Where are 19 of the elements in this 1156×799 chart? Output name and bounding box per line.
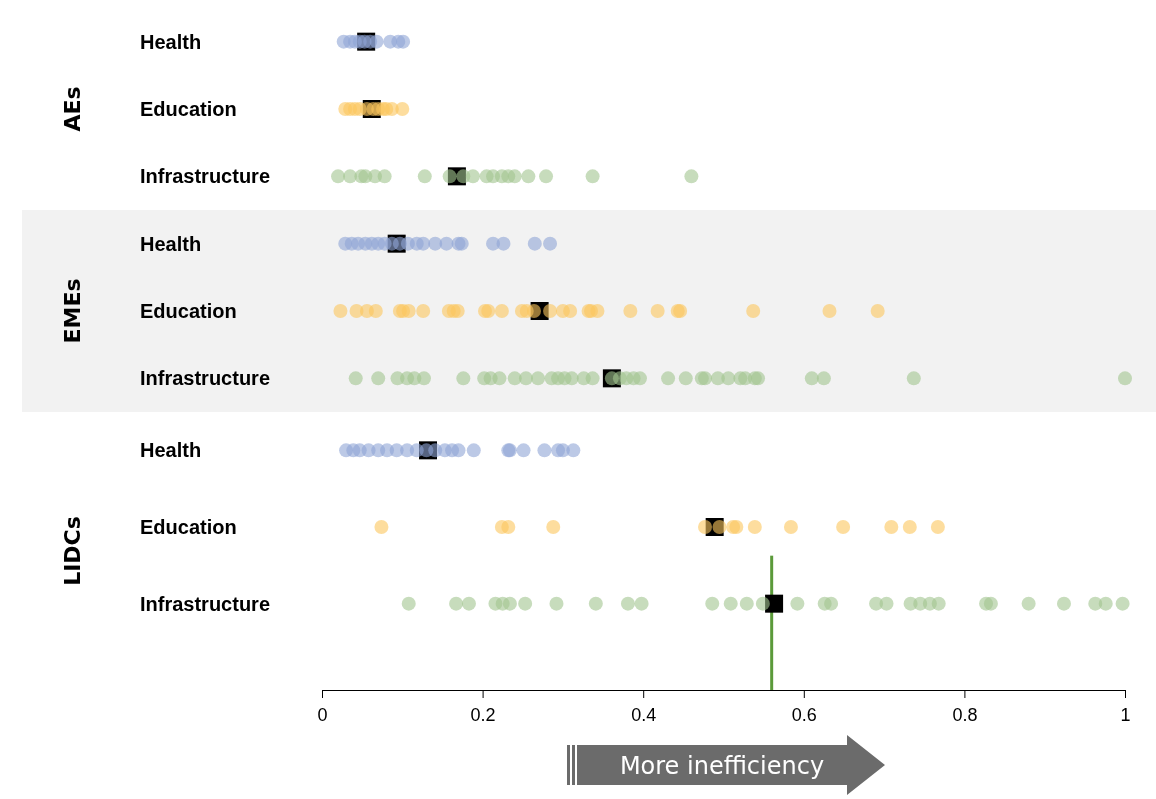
y-tick-label: Education	[140, 516, 237, 538]
x-tick-label: 0.2	[470, 704, 496, 725]
x-tick-label: 1	[1120, 704, 1131, 725]
y-axis-title: AEs	[60, 86, 85, 132]
y-tick-label: Infrastructure	[140, 165, 271, 188]
y-axis-title: LIDCs	[60, 516, 85, 586]
x-tick-label: 0	[317, 704, 328, 725]
y-tick-label: Health	[140, 439, 202, 462]
y-tick-label: Education	[140, 300, 237, 322]
y-tick-label: Education	[140, 98, 237, 120]
y-tick-label: Health	[140, 30, 202, 53]
x-tick-label: 0.6	[791, 704, 817, 725]
y-tick-label: Infrastructure	[140, 592, 271, 615]
y-axis-title: EMEs	[60, 278, 85, 344]
y-tick-label: Infrastructure	[140, 367, 271, 390]
text: More inefficiency	[619, 752, 825, 780]
x-tick-label: 0.8	[952, 704, 978, 725]
y-tick-label: Health	[140, 232, 202, 255]
x-tick-label: 0.4	[631, 704, 657, 725]
